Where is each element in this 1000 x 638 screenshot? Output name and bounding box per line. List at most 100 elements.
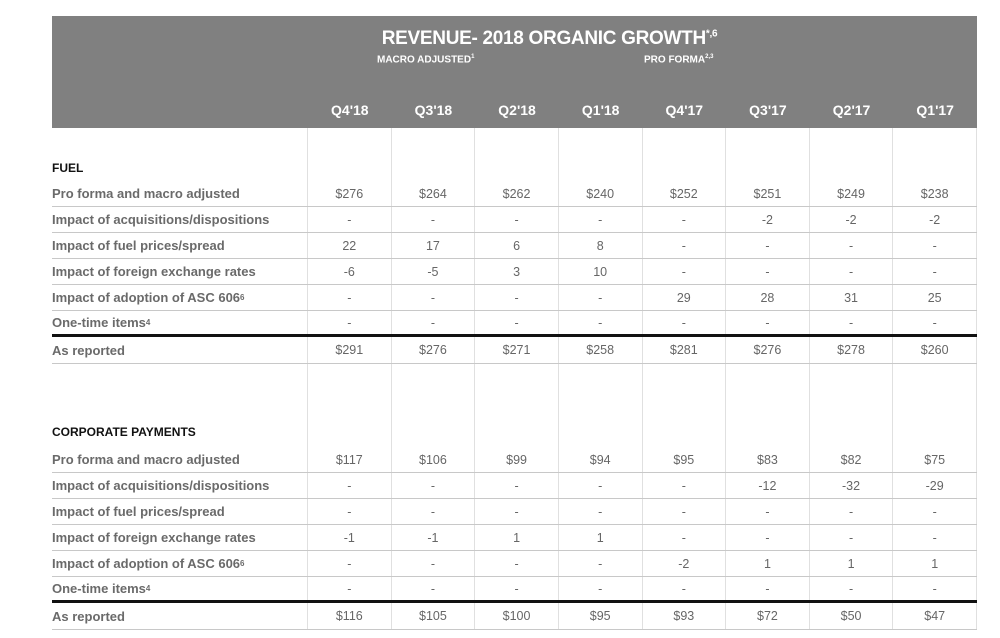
table-cell: $100	[475, 603, 559, 629]
table-cell	[559, 155, 643, 181]
pro-forma-label: PRO FORMA2,3	[644, 54, 713, 65]
table-cell: -	[726, 233, 810, 258]
table-row: Impact of adoption of ASC 606 6- - - -29 28 31…	[52, 285, 977, 311]
table-cell: -	[475, 499, 559, 524]
table-cell: $72	[726, 603, 810, 629]
column-header: Q2'18	[498, 102, 536, 118]
table-cell: -	[559, 473, 643, 498]
table-cell: $281	[643, 337, 727, 363]
row-label: Pro forma and macro adjusted	[52, 447, 308, 472]
table-row: Impact of fuel prices/spread 22 17 6 8- - - -	[52, 233, 977, 259]
table-cell: -	[392, 473, 476, 498]
table-cell: 22	[308, 233, 392, 258]
table-cell: $105	[392, 603, 476, 629]
table-cell	[308, 155, 392, 181]
table-cell: -2	[726, 207, 810, 232]
row-label: Impact of acquisitions/dispositions	[52, 207, 308, 232]
table-cell	[308, 364, 392, 390]
table-cell	[308, 416, 392, 447]
table-cell	[559, 128, 643, 155]
row-label: Impact of foreign exchange rates	[52, 525, 308, 550]
table-cell: -	[643, 207, 727, 232]
table-cell: $251	[726, 181, 810, 206]
section-header-row: CORPORATE PAYMENTS	[52, 416, 977, 447]
table-cell: $264	[392, 181, 476, 206]
table-cell	[643, 364, 727, 390]
row-label	[52, 390, 308, 416]
row-label: Impact of acquisitions/dispositions	[52, 473, 308, 498]
table-cell: -1	[392, 525, 476, 550]
section-title: FUEL	[52, 155, 308, 181]
revenue-table: REVENUE- 2018 ORGANIC GROWTH*,6 MACRO AD…	[52, 16, 977, 630]
table-cell: 1	[810, 551, 894, 576]
table-cell	[726, 128, 810, 155]
table-cell: 8	[559, 233, 643, 258]
table-cell: 1	[726, 551, 810, 576]
table-cell: -	[893, 233, 977, 258]
row-label-text: Impact of foreign exchange rates	[52, 530, 256, 545]
table-cell: $271	[475, 337, 559, 363]
table-cell: $95	[643, 447, 727, 472]
table-cell: $116	[308, 603, 392, 629]
table-cell	[559, 364, 643, 390]
table-cell	[392, 364, 476, 390]
pro-forma-text: PRO FORMA	[644, 54, 706, 66]
table-cell: -	[810, 499, 894, 524]
table-row: One-time items 4- - - - - - - -	[52, 311, 977, 337]
table-cell: -	[559, 577, 643, 600]
row-label: One-time items 4	[52, 311, 308, 334]
table-cell: 17	[392, 233, 476, 258]
row-label	[52, 364, 308, 390]
table-cell: -	[392, 311, 476, 334]
table-cell	[810, 416, 894, 447]
table-cell: -	[308, 311, 392, 334]
table-cell: $276	[726, 337, 810, 363]
table-cell: -	[726, 525, 810, 550]
table-cell: 1	[475, 525, 559, 550]
table-cell	[893, 364, 977, 390]
row-label: Impact of fuel prices/spread	[52, 233, 308, 258]
row-label: Impact of adoption of ASC 606 6	[52, 285, 308, 310]
table-cell: -	[893, 311, 977, 334]
table-cell	[392, 390, 476, 416]
table-cell	[726, 416, 810, 447]
table-cell: 1	[559, 525, 643, 550]
table-cell: -	[643, 499, 727, 524]
table-cell	[643, 128, 727, 155]
column-header: Q1'18	[581, 102, 620, 118]
table-cell: -	[643, 259, 727, 284]
table-cell: -5	[392, 259, 476, 284]
table-cell: -	[643, 473, 727, 498]
table-cell: $93	[643, 603, 727, 629]
table-cell: -	[810, 525, 894, 550]
row-label-text: Impact of acquisitions/dispositions	[52, 212, 270, 227]
spacer-row	[52, 128, 977, 155]
section-title: CORPORATE PAYMENTS	[52, 416, 308, 447]
table-cell: -	[643, 311, 727, 334]
row-label: Impact of fuel prices/spread	[52, 499, 308, 524]
table-cell: -	[893, 577, 977, 600]
table-cell: -	[308, 499, 392, 524]
table-cell: -	[643, 577, 727, 600]
table-cell: -	[893, 525, 977, 550]
table-cell	[475, 128, 559, 155]
table-cell	[726, 155, 810, 181]
row-label-text: Impact of fuel prices/spread	[52, 504, 225, 519]
column-header: Q2'17	[832, 102, 871, 118]
table-cell: -	[475, 311, 559, 334]
row-label-text: Impact of fuel prices/spread	[52, 238, 225, 253]
table-cell: $47	[893, 603, 977, 629]
column-header: Q4'17	[665, 102, 704, 118]
table-cell: -	[392, 499, 476, 524]
table-cell: -	[559, 499, 643, 524]
table-cell: 6	[475, 233, 559, 258]
table-cell: 31	[810, 285, 894, 310]
table-cell: -	[475, 577, 559, 600]
table-cell	[643, 416, 727, 447]
table-cell: $117	[308, 447, 392, 472]
table-cell: 10	[559, 259, 643, 284]
table-cell: 25	[893, 285, 977, 310]
table-cell: -	[559, 285, 643, 310]
table-cell: $262	[475, 181, 559, 206]
table-row: Impact of foreign exchange rates -6 -5 3 10-…	[52, 259, 977, 285]
